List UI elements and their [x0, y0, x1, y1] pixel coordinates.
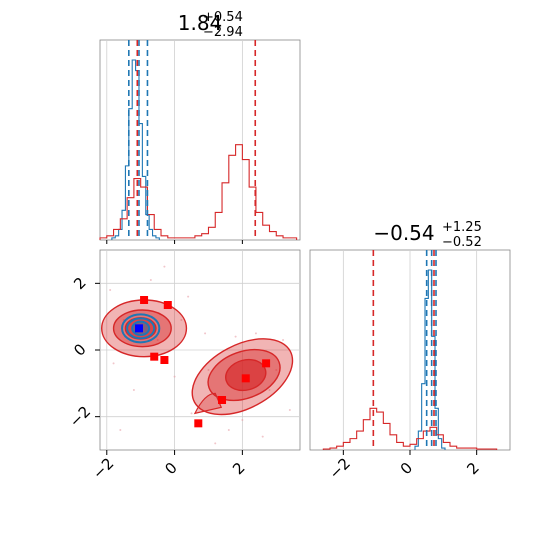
marginal-y-series	[322, 269, 498, 450]
joint-square-marker-3	[160, 356, 169, 364]
joint-square-marker-4	[194, 419, 203, 428]
joint-sample-1	[156, 339, 159, 341]
joint-sample-11	[288, 409, 291, 411]
joint-sample-14	[204, 332, 207, 335]
joint-sample-15	[241, 419, 244, 421]
joint-sample-6	[227, 429, 230, 431]
joint-y-ticks: −2 0 2	[66, 274, 100, 431]
joint-ytick-label-1: 0	[70, 340, 89, 359]
joint-xtick-label-2: 2	[229, 459, 248, 478]
marginal-x-panel: 1.84 +0.54 −2.94	[99, 10, 301, 244]
joint-sample-10	[149, 279, 152, 281]
marginal-y-title-lower: −0.52	[442, 235, 482, 250]
joint-x-ticks: −2 0 2	[89, 450, 249, 483]
marginal-y-panel: −2 0 2 −0.54 +1.25 −0.52	[309, 220, 511, 483]
joint-sample-13	[132, 389, 135, 391]
marginal-x-hist-1	[99, 144, 298, 240]
joint-sample-19	[234, 335, 237, 338]
joint-xtick-label-0: −2	[89, 454, 117, 482]
marginal-x-series	[99, 59, 298, 244]
joint-sample-21	[261, 435, 264, 438]
joint-grid	[100, 250, 300, 450]
marginal-x-frame	[99, 39, 301, 241]
joint-points	[134, 296, 271, 428]
joint-sample-18	[173, 375, 176, 378]
marginal-x-title-upper: +0.54	[203, 10, 243, 25]
marginal-x-title: 1.84	[178, 11, 223, 35]
marginal-y-title: −0.54	[373, 221, 434, 245]
joint-xtick-label-1: 0	[161, 459, 180, 478]
marginal-y-grid	[342, 250, 478, 450]
marginal-x-title-lower: −2.94	[203, 25, 243, 40]
joint-sample-20	[163, 265, 166, 268]
joint-square-marker-2	[150, 352, 159, 361]
marginal-x-quantile-lines	[128, 40, 257, 240]
marginal-y-xtick-label-1: 0	[397, 459, 416, 478]
marginal-y-hist-1	[322, 407, 498, 450]
joint-sample-17	[275, 369, 278, 371]
joint-square-marker-6	[241, 374, 250, 383]
marginal-y-xtick-label-2: 2	[463, 459, 482, 478]
marginal-y-title-upper: +1.25	[442, 220, 482, 235]
marginal-y-hist-0	[414, 269, 446, 450]
marginal-x-grid	[106, 40, 243, 240]
joint-square-marker-1	[163, 301, 172, 309]
joint-sample-7	[112, 362, 115, 365]
marginal-y-xtick-label-0: −2	[326, 454, 354, 482]
joint-square-marker-5	[218, 396, 227, 404]
joint-sample-5	[282, 339, 285, 341]
joint-sample-12	[214, 442, 217, 445]
marginal-y-quantile-lines	[372, 250, 437, 450]
joint-ytick-label-2: 2	[70, 274, 89, 293]
joint-panel: −2 0 2 −2 0 2	[66, 249, 301, 483]
joint-sample-2	[180, 319, 183, 321]
joint-blue-contour-1	[126, 317, 156, 340]
joint-blue-contour-0	[121, 313, 161, 344]
joint-right-contour-tail	[193, 392, 223, 415]
marginal-x-hist-0	[111, 59, 160, 240]
joint-sample-22	[187, 295, 190, 298]
joint-sample-9	[254, 332, 257, 335]
joint-sample-3	[207, 369, 210, 371]
joint-sample-8	[190, 412, 193, 415]
marginal-y-x-ticks: −2 0 2	[326, 450, 483, 483]
joint-square-marker-0	[140, 296, 149, 304]
joint-sample-16	[109, 289, 112, 291]
joint-square-marker-7	[262, 359, 271, 368]
joint-ytick-label-0: −2	[66, 402, 94, 430]
joint-truth-marker	[134, 324, 143, 333]
joint-sample-4	[268, 389, 271, 391]
joint-sample-23	[119, 429, 122, 431]
